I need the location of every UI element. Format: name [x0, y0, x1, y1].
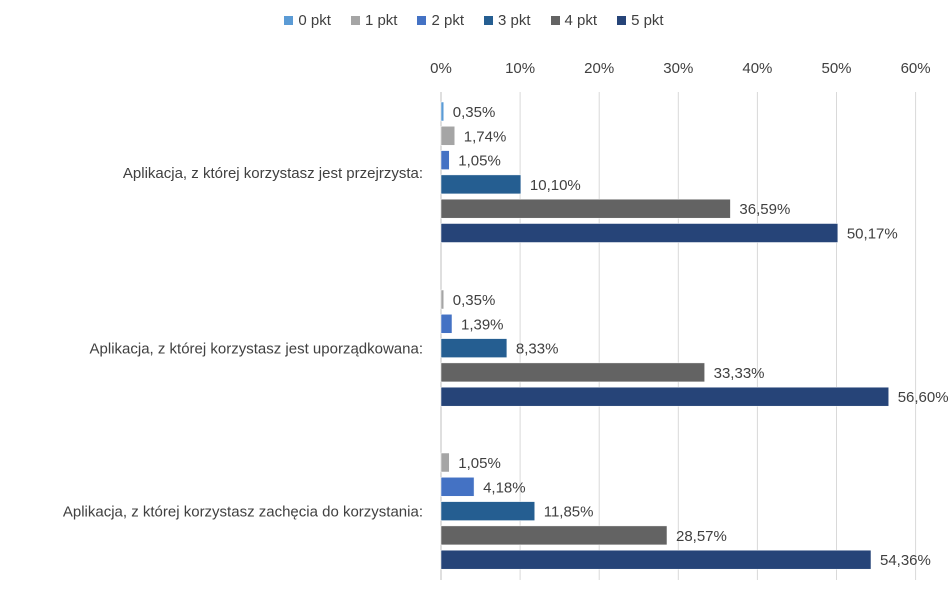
bar: [440, 452, 450, 473]
data-label: 50,17%: [847, 226, 898, 243]
legend-item: 3 pkt: [484, 12, 531, 29]
data-label: 36,59%: [739, 201, 790, 218]
bar: [440, 477, 475, 497]
data-label: 54,36%: [880, 552, 931, 569]
bar: [440, 314, 453, 334]
x-tick-label: 30%: [663, 60, 693, 77]
category-label: Aplikacja, z której korzystasz jest prze…: [123, 165, 423, 182]
bar: [440, 126, 456, 146]
legend-swatch: [417, 16, 427, 25]
x-tick-label: 20%: [584, 60, 614, 77]
data-label: 33,33%: [714, 365, 765, 382]
legend-swatch: [617, 16, 627, 25]
bar: [440, 362, 705, 383]
data-label: 11,85%: [544, 504, 594, 521]
legend-swatch: [350, 16, 360, 25]
data-label: 28,57%: [676, 528, 727, 545]
bar: [440, 501, 535, 521]
legend-label: 1 pkt: [364, 12, 398, 29]
x-tick-label: 40%: [742, 60, 772, 77]
bar: [440, 386, 889, 407]
legend-label: 5 pkt: [631, 12, 664, 29]
bar: [440, 549, 872, 570]
legend-label: 2 pkt: [431, 12, 464, 29]
data-label: 0,35%: [453, 292, 496, 309]
legend-label: 3 pkt: [498, 12, 531, 29]
x-tick-label: 50%: [821, 60, 851, 77]
x-tick-label: 0%: [430, 60, 452, 77]
legend-label: 0 pkt: [298, 12, 331, 29]
legend-item: 1 pkt: [350, 12, 398, 29]
bar: [440, 150, 450, 170]
bar: [440, 289, 445, 310]
data-label: 56,60%: [898, 389, 948, 406]
data-label: 8,33%: [516, 341, 559, 358]
legend-swatch: [550, 16, 560, 25]
legend: 0 pkt 1 pkt 2 pkt 3 pkt 4 pkt 5 pkt: [0, 12, 948, 29]
legend-swatch: [484, 16, 493, 25]
bar: [440, 174, 522, 195]
legend-item: 5 pkt: [617, 12, 664, 29]
data-label: 1,74%: [464, 128, 507, 145]
data-label: 0,35%: [453, 104, 496, 121]
legend-item: 4 pkt: [550, 12, 598, 29]
data-label: 1,05%: [458, 455, 501, 472]
data-label: 1,39%: [461, 316, 504, 333]
category-label: Aplikacja, z której korzystasz jest upor…: [90, 341, 423, 358]
x-tick-label: 60%: [901, 60, 931, 77]
legend-item: 0 pkt: [284, 12, 331, 29]
data-label: 1,05%: [458, 153, 501, 170]
category-label: Aplikacja, z której korzystasz zachęcia …: [63, 504, 423, 521]
legend-item: 2 pkt: [417, 12, 464, 29]
bar: [440, 338, 508, 358]
x-tick-label: 10%: [505, 60, 535, 77]
bar: [440, 101, 445, 122]
bar: [440, 198, 731, 219]
legend-label: 4 pkt: [564, 12, 598, 29]
bar: [440, 525, 668, 546]
data-label: 4,18%: [483, 479, 526, 496]
data-label: 10,10%: [530, 177, 581, 194]
legend-swatch: [284, 16, 294, 25]
bar: [440, 223, 839, 243]
